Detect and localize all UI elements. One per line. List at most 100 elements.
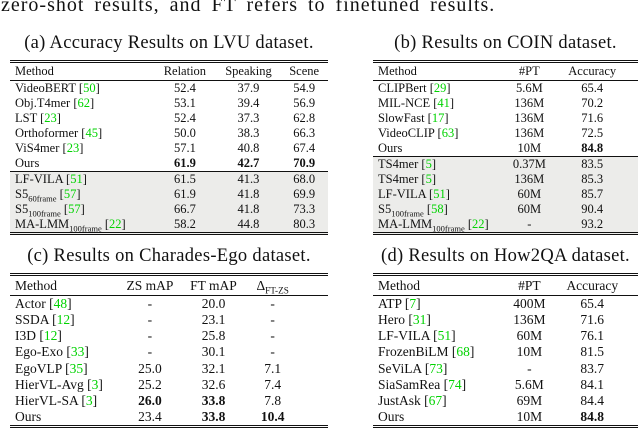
value-cell: 25.2: [138, 376, 162, 392]
table-row: VideoBERT [50] 52.4 37.9 54.9: [10, 81, 328, 97]
citation-link[interactable]: 22: [109, 217, 122, 231]
value-cell: 66.7: [173, 202, 196, 216]
value-cell: 80.3: [293, 217, 316, 231]
citation-link[interactable]: 33: [70, 344, 85, 360]
value-cell: 76.1: [580, 328, 605, 344]
citation-link[interactable]: 3: [85, 393, 93, 409]
table-row: S560frame [57] 61.9 41.8 69.9: [10, 187, 328, 204]
value-cell: 65.4: [581, 81, 604, 95]
method-name: CLIPBert: [378, 81, 427, 95]
value-cell: 41.8: [237, 202, 260, 216]
table-row: VideoCLIP [63] 136M 72.5: [373, 126, 638, 141]
clipped-caption-line: zero-shot results, and FT refers to fine…: [0, 0, 640, 14]
table-row: Ego-Exo [33] - 30.1 -: [10, 344, 328, 360]
method-cell: SlowFast [17]: [378, 111, 449, 125]
subcaption-b: (b) Results on COIN dataset.: [394, 33, 617, 53]
value-cell: 85.3: [581, 172, 604, 186]
citation-link[interactable]: 23: [44, 111, 57, 125]
method-cell: SSDA [12]: [15, 312, 75, 328]
value-cell: -: [527, 217, 532, 231]
citation-link[interactable]: 62: [77, 96, 91, 110]
citation-link[interactable]: 51: [437, 328, 452, 344]
value-cell: 81.5: [580, 344, 605, 360]
value-cell: -: [147, 312, 153, 328]
header-row: Method #PT Accuracy: [373, 275, 638, 296]
method-name: SeViLA: [378, 360, 422, 376]
method-name: SiaSamRea: [378, 376, 441, 392]
citation-link[interactable]: 57: [68, 202, 81, 216]
value-cell: 32.6: [201, 376, 226, 392]
table-row: JustAsk [67] 69M 84.4: [373, 393, 638, 409]
value-cell: 83.7: [580, 360, 605, 376]
value-cell: -: [270, 296, 275, 311]
table-row: LST [23] 52.4 37.3 62.8: [10, 111, 328, 126]
citation-link[interactable]: 50: [83, 81, 96, 95]
value-cell: 25.8: [201, 328, 226, 344]
method-name: SSDA: [15, 312, 49, 328]
citation-link[interactable]: 41: [437, 96, 450, 110]
citation-link[interactable]: 23: [66, 141, 80, 155]
value-cell: 136M: [514, 126, 545, 140]
value-cell: 50.0: [173, 126, 196, 140]
value-cell: 10M: [516, 344, 543, 360]
citation-link[interactable]: 31: [412, 312, 427, 328]
method-name: S5: [15, 202, 29, 216]
citation-link[interactable]: 5: [425, 172, 432, 186]
header-row: Method ZS mAP FT mAP ΔFT-ZS: [10, 275, 328, 296]
method-cell: Ours: [373, 141, 492, 157]
value-cell: 71.6: [581, 111, 604, 125]
table-row: Hero [31] 136M 71.6: [373, 312, 638, 328]
citation-link[interactable]: 51: [70, 172, 83, 186]
citation-link[interactable]: 45: [85, 126, 98, 140]
citation-link[interactable]: 35: [69, 360, 84, 376]
method-cell: LF-VILA [51]: [378, 187, 450, 201]
citation-link[interactable]: 48: [53, 296, 68, 311]
value-cell: 10M: [516, 409, 543, 425]
citation-link[interactable]: 7: [409, 296, 417, 311]
method-subscript: 100frame: [69, 223, 102, 234]
column-header: Speaking: [225, 64, 272, 78]
method-name: Ours: [15, 409, 42, 425]
citation-link[interactable]: 73: [429, 360, 443, 376]
value-cell: 62.8: [293, 111, 316, 125]
table-row: CLIPBert [29] 5.6M 65.4: [373, 81, 638, 97]
citation-link[interactable]: 17: [431, 111, 445, 125]
citation-link[interactable]: 58: [431, 202, 444, 216]
method-name: MIL-NCE: [378, 96, 431, 110]
citation-link[interactable]: 68: [456, 344, 470, 360]
column-header: FT mAP: [190, 277, 237, 293]
citation-link[interactable]: 3: [91, 376, 99, 392]
figure-caption-text: zero-shot results, and FT refers to fine…: [1, 0, 496, 14]
citation-link[interactable]: 67: [428, 393, 443, 409]
value-cell: 41.8: [237, 187, 260, 201]
citation-link[interactable]: 12: [43, 328, 58, 344]
method-name: LF-VILA: [378, 328, 430, 344]
citation-link[interactable]: 22: [472, 217, 485, 231]
citation-link[interactable]: 74: [448, 376, 462, 392]
method-name: Ours: [15, 156, 40, 170]
table-row: SlowFast [17] 136M 71.6: [373, 111, 638, 126]
value-cell: 66.3: [293, 126, 316, 140]
table-row: I3D [12] - 25.8 -: [10, 328, 328, 344]
subcaption-c: (c) Results on Charades-Ego dataset.: [27, 246, 311, 266]
value-cell: 60M: [516, 328, 543, 344]
table-row: ATP [7] 400M 65.4: [373, 296, 638, 313]
citation-link[interactable]: 5: [425, 157, 432, 171]
value-cell: 70.9: [293, 156, 316, 170]
table-row: Ours 61.9 42.7 70.9: [10, 156, 328, 172]
citation-link[interactable]: 29: [433, 81, 447, 95]
citation-link[interactable]: 63: [441, 126, 455, 140]
column-header: Method: [15, 277, 57, 293]
method-subscript: 60frame: [28, 193, 57, 204]
citation-link[interactable]: 12: [56, 312, 71, 328]
citation-link[interactable]: 57: [63, 187, 77, 201]
value-cell: 84.4: [580, 393, 605, 409]
value-cell: 56.9: [293, 96, 316, 110]
table-charades-ego-results: Method ZS mAP FT mAP ΔFT-ZS Actor [48] - 20.0…: [10, 273, 328, 429]
value-cell: 54.9: [293, 81, 316, 95]
method-cell: FrozenBiLM [68]: [378, 344, 475, 360]
value-cell: 136M: [514, 172, 545, 186]
citation-link[interactable]: 51: [433, 187, 446, 201]
method-cell: JustAsk [67]: [378, 393, 447, 409]
method-cell: HierVL-Avg [3]: [15, 376, 103, 392]
